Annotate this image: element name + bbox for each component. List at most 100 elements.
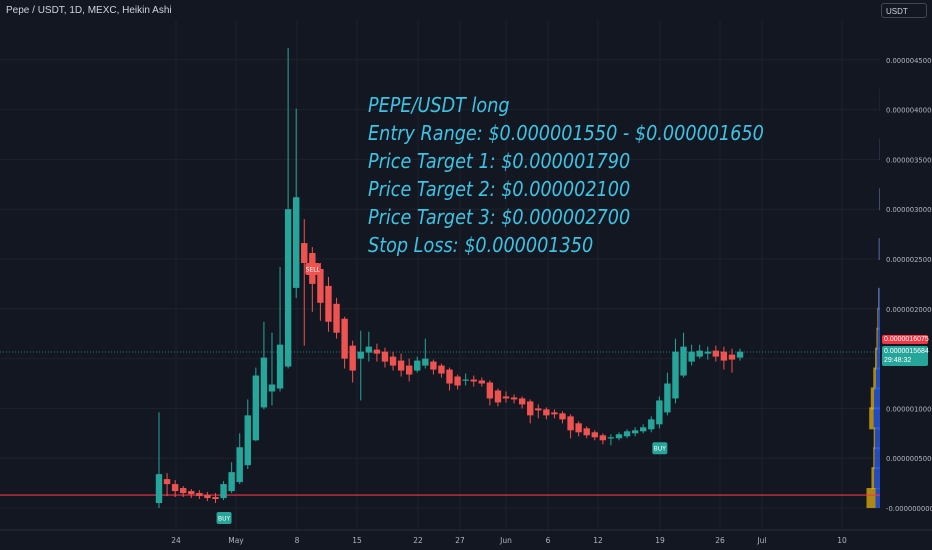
candle-body	[631, 430, 639, 434]
volume-profile-sell	[873, 447, 875, 470]
candle-body	[494, 390, 502, 403]
candle-body	[244, 415, 251, 466]
volume-profile-sell	[876, 327, 878, 350]
candle-body	[527, 401, 534, 416]
candle-body	[623, 431, 631, 437]
candle-body	[518, 398, 526, 405]
candle-body	[422, 358, 429, 366]
signal-badge	[216, 511, 232, 524]
candle-countdown: 29:48:32	[884, 357, 912, 364]
volume-profile-buy	[873, 407, 880, 430]
x-tick-label: Jul	[756, 536, 766, 545]
volume-profile-buy	[874, 467, 880, 490]
candle-body	[728, 354, 736, 360]
candle-body	[341, 318, 348, 359]
candle-body	[301, 243, 308, 263]
buy-signal-label: BUY	[652, 442, 668, 455]
volume-profile-buy	[875, 427, 880, 450]
x-tick-label: 6	[546, 536, 551, 545]
last-price-tag: 0.0000016075	[882, 335, 929, 344]
candle-body	[720, 351, 728, 361]
annotation-line-2: Entry Range: $0.000001550 - $0.000001650	[368, 121, 764, 145]
candle-body	[373, 349, 381, 354]
signal-text: SELL	[306, 266, 321, 273]
candle-body	[438, 365, 445, 374]
candle-body	[325, 285, 332, 322]
candle-body	[502, 396, 510, 399]
volume-profile-buy	[878, 307, 880, 330]
candle-body	[317, 268, 324, 303]
volume-profile-buy	[876, 347, 880, 370]
candle-body	[276, 344, 284, 389]
candle-body	[575, 423, 582, 433]
candle-body	[163, 479, 171, 485]
candle-body	[260, 357, 268, 408]
candle-body	[559, 413, 566, 420]
y-tick-label: -0.0000000000	[886, 505, 932, 513]
current-price-tag: 0.0000015684 29:48:32	[882, 346, 929, 366]
volume-profile-sell	[873, 427, 876, 450]
x-tick-label: 26	[715, 536, 725, 545]
volume-profile-buy	[879, 238, 880, 261]
candle-body	[607, 437, 615, 439]
currency-button[interactable]: USDT	[881, 3, 927, 18]
candle-body	[446, 369, 453, 384]
candle-body	[389, 356, 397, 366]
x-tick-label: 15	[352, 536, 362, 545]
candle-body	[478, 380, 485, 384]
candle-body	[397, 360, 405, 371]
candle-body	[228, 472, 235, 492]
candle-body	[591, 432, 598, 438]
candle-body	[284, 209, 292, 367]
volume-profile-sell	[875, 347, 877, 370]
candle-body	[486, 382, 494, 399]
volume-profile-sell	[877, 307, 879, 330]
x-tick-label: 19	[655, 536, 665, 545]
volume-profile-sell	[869, 407, 874, 430]
x-tick-label: Jun	[499, 536, 512, 545]
candle-body	[712, 350, 720, 357]
candle-body	[188, 491, 195, 495]
sell-signal-label: SELL	[305, 262, 321, 275]
candle-body	[648, 419, 655, 430]
candle-body	[212, 497, 219, 500]
symbol-title: Pepe / USDT, 1D, MEXC, Heikin Ashi	[6, 5, 172, 16]
candle-body	[688, 351, 695, 362]
volume-profile-buy	[875, 367, 880, 390]
candle-body	[664, 383, 671, 413]
candle-body	[680, 346, 687, 376]
volume-profile-buy	[874, 447, 880, 470]
volume-profile-buy	[875, 488, 880, 509]
volume-profile-buy	[878, 287, 880, 310]
volume-profile-buy	[879, 188, 880, 211]
x-tick-label: 12	[593, 536, 603, 545]
candle-body	[656, 400, 663, 425]
y-tick-label: 0.0000005000	[886, 455, 932, 463]
candle-body	[696, 350, 703, 357]
candle-body	[704, 351, 711, 354]
candle-body	[292, 197, 300, 288]
x-tick-label: 8	[295, 536, 300, 545]
y-tick-label: 0.0000020000	[886, 306, 932, 314]
signal-text: BUY	[654, 446, 667, 453]
buy-signal-label: BUY	[216, 511, 232, 524]
y-tick-label: 0.0000030000	[886, 206, 932, 214]
annotation-line-3: Price Target 1: $0.000001790	[368, 149, 631, 173]
current-price-value: 0.0000015684	[884, 348, 929, 355]
candle-body	[333, 303, 340, 333]
volume-profile-buy	[874, 387, 880, 410]
candle-body	[252, 375, 260, 441]
candle-body	[736, 351, 744, 358]
candle-body	[236, 447, 243, 483]
candle-body	[510, 397, 518, 400]
volume-profile-sell	[873, 367, 876, 390]
volume-profile-sell	[871, 467, 875, 490]
trade-annotation: PEPE/USDT long Entry Range: $0.000001550…	[368, 91, 764, 259]
volume-profile-sell	[866, 488, 876, 509]
candle-body	[381, 351, 389, 362]
signal-badge	[652, 442, 668, 455]
candle-body	[268, 384, 276, 392]
candle-body	[535, 408, 542, 411]
